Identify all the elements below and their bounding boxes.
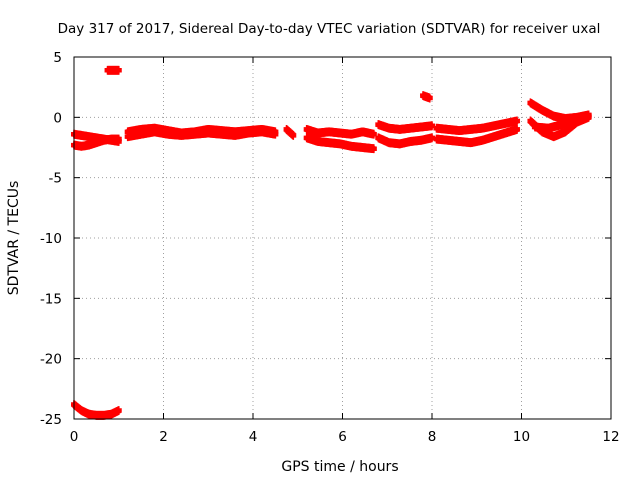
x-tick-label: 8: [428, 429, 437, 445]
y-tick-label: -10: [40, 231, 62, 247]
axis-ticks: 0 2 4 6 8 10 12 5 0 -5 -10 -15 -20 -25: [40, 50, 620, 445]
x-tick-label: 12: [602, 429, 619, 445]
y-tick-label: -20: [40, 352, 62, 368]
data-points: [71, 65, 592, 420]
y-axis-label: SDTVAR / TECUs: [6, 181, 22, 296]
x-tick-label: 2: [159, 429, 168, 445]
y-tick-label: -15: [40, 291, 62, 307]
y-tick-label: -25: [40, 412, 62, 428]
data-point: [514, 119, 521, 126]
x-tick-label: 0: [70, 429, 79, 445]
x-tick-label: 4: [249, 429, 258, 445]
x-tick-label: 10: [513, 429, 530, 445]
plot-frame: [73, 56, 612, 420]
y-tick-label: 0: [53, 110, 62, 126]
grid-lines: [74, 57, 611, 419]
data-point: [426, 96, 433, 103]
data-point: [585, 114, 592, 121]
y-tick-label: -5: [49, 171, 62, 187]
chart-title: Day 317 of 2017, Sidereal Day-to-day VTE…: [58, 21, 601, 37]
x-tick-label: 6: [338, 429, 347, 445]
data-point: [272, 132, 279, 139]
y-tick-label: 5: [53, 50, 62, 66]
data-point: [115, 409, 122, 416]
data-point: [370, 147, 377, 154]
data-point: [514, 127, 521, 134]
data-point: [115, 68, 122, 75]
data-point: [290, 133, 297, 140]
data-point: [115, 137, 122, 144]
x-axis-label: GPS time / hours: [281, 459, 398, 475]
